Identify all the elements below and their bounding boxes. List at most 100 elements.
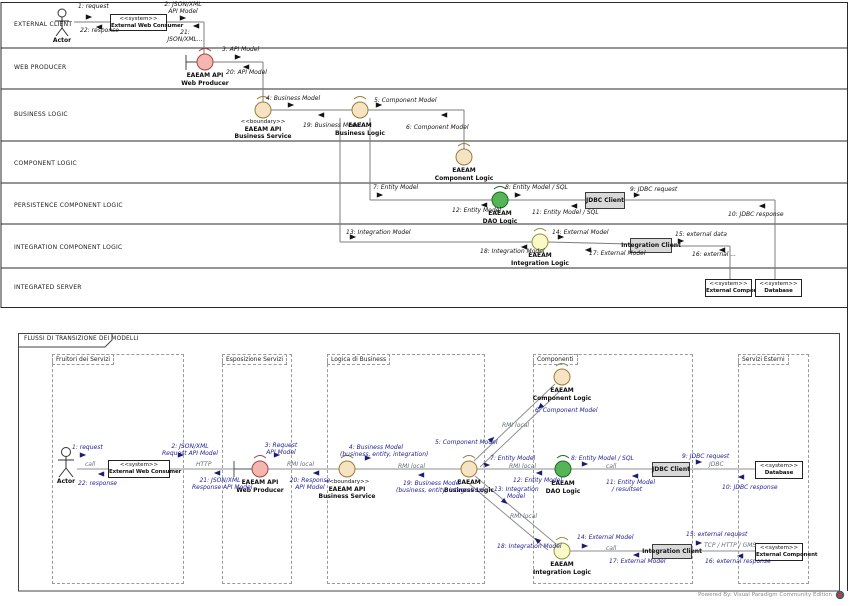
link-rmi-3: RMI local [502,422,530,429]
package-esposizione-servizi [222,354,292,584]
box-name: Database [764,470,794,477]
package-tab-esposizione: Esposizione Servizi [222,354,288,365]
msg-9: 9: JDBC request [630,186,678,193]
lane-business-logic: BUSINESS LOGIC [14,111,68,118]
package-logica-di-business [327,354,485,584]
bmsg-7: 7: Entity Model [490,455,536,462]
box-name: JDBC Client [586,197,625,204]
box-name: Integration Client [642,548,702,555]
box-external-component[interactable]: <<system>> External Component [705,279,768,297]
box-external-web-consumer[interactable]: <<system>> External Web Consumer [110,14,183,31]
lane-persistence-component-logic: PERSISTENCE COMPONENT LOGIC [14,202,123,209]
bmsg-2: 2: JSON/XML Request API Model [162,443,218,458]
package-tab-logica: Logica di Business [327,354,391,365]
node-integration-logic-b [553,542,571,560]
msg-2: 2: JSON/XML API Model [164,1,202,16]
bmsg-17: 17: External Model [609,558,666,565]
msg-16: 16: external ... [692,251,737,258]
node-component-logic [455,148,473,166]
bmsg-14: 14: External Model [577,534,634,541]
link-rmi-5: RMI local [510,513,538,520]
box-database-b[interactable]: <<system>> Database [755,461,803,479]
box-external-component-b[interactable]: <<system>> External Component [755,543,818,561]
lane-component-logic: COMPONENT LOGIC [14,160,77,167]
msg-8: 8: Entity Model / SQL [505,184,568,191]
label-integration-logic: EAEAM Integration Logic [510,252,569,267]
bmsg-18: 18: Integration Model [497,543,562,550]
msg-22: 22: response [80,27,119,34]
link-rmi-4: RMI local [509,463,537,470]
box-name: JDBC Client [652,466,691,473]
bmsg-8: 8: Entity Model / SQL [571,455,634,462]
bmsg-22: 22: response [78,480,117,487]
top-node-circles[interactable] [196,48,549,251]
box-name: Database [764,288,793,295]
box-integration-client[interactable]: Integration Client [621,238,681,253]
stereotype-label: <<system>> [759,281,798,287]
node-web-producer-b [251,460,269,478]
lane-integrated-server: INTEGRATED SERVER [14,284,82,291]
box-database[interactable]: <<system>> Database [755,279,802,297]
label-component-logic-b: EAEAM Component Logic [532,387,592,402]
msg-12: 12: Entity Model [452,207,502,214]
bottom-node-circles[interactable] [251,363,572,560]
msg-4: 4: Business Model [266,95,321,102]
node-web-producer [196,53,214,71]
msg-7: 7: Entity Model [373,184,419,191]
stereotype-label: <<system>> [759,463,799,469]
link-call-3: call [606,545,617,552]
label-web-producer-b: EAEAM API Web Producer [236,479,284,494]
box-name: External Web Consumer [109,469,182,476]
bmsg-15: 15: external request [686,531,748,538]
label-business-service: <<boundary>> EAEAM API Business Service [234,119,292,141]
label-component-logic: EAEAM Component Logic [434,167,494,182]
link-call-2: call [606,463,617,470]
label-dao-logic-b: EAEAM DAO Logic [545,480,581,495]
node-business-logic [351,101,369,119]
bmsg-5: 5: Component Model [435,439,498,446]
actor-figure-top[interactable] [55,8,69,37]
msg-21: 21: JSON/XML... [167,29,203,44]
bmsg-6: 6: Component Model [535,407,598,414]
bmsg-20: 20: Response API Model [289,477,331,492]
bmsg-16: 16: external response [705,558,771,565]
package-tab-componenti: Componenti [533,354,578,365]
node-component-logic-b [553,368,571,386]
msg-13: 13: Integration Model [346,229,411,236]
link-jdbc: JDBC [709,461,724,468]
powered-by-text: Powered By: Visual Paradigm Community Ed… [698,592,832,598]
bmsg-4: 4: Business Model (business, entity, inte… [340,444,429,459]
node-dao-logic-b [554,460,572,478]
msg-6: 6: Component Model [406,124,469,131]
box-external-web-consumer-b[interactable]: <<system>> External Web Consumer [108,460,182,478]
link-rmi-1: RMI local [287,461,315,468]
msg-10: 10: JDBC response [728,211,784,218]
lane-web-producer: WEB PRODUCER [14,64,67,71]
actor-label-bottom: Actor [56,478,76,485]
box-integration-client-b[interactable]: Integration Client [642,544,702,559]
box-jdbc-client-b[interactable]: JDBC Client [652,462,690,477]
package-componenti [533,354,693,584]
msg-15: 15: external data [675,231,727,238]
label-business-service-b: <<boundary>> EAEAM API Business Service [318,479,376,501]
top-message-arrows [85,14,766,253]
link-http: HTTP [196,461,212,468]
bmsg-12: 12: Entity Model [513,477,563,484]
link-tcp: TCP / HTTP / GMS [704,542,757,549]
lane-integration-component-logic: INTEGRATION COMPONENT LOGIC [14,244,123,251]
bottom-frame [18,333,840,592]
actor-label-top: Actor [52,37,72,44]
stereotype-label: <<system>> [759,545,799,551]
box-name: Integration Client [621,242,681,249]
node-integration-logic [531,233,549,251]
lane-external-client: EXTERNAL CLIENT [14,21,73,28]
stereotype-label: <<system>> [119,462,159,468]
actor-figure-bottom[interactable] [58,447,74,478]
swimlane-frame [0,2,848,591]
stereotype-label: <<system>> [709,281,748,287]
bmsg-21: 21: JSON/XML Response API Model [192,477,253,492]
frame-title: FLUSSI DI TRANSIZIONE DEI MODELLI [24,336,139,342]
box-jdbc-client[interactable]: JDBC Client [585,192,625,209]
